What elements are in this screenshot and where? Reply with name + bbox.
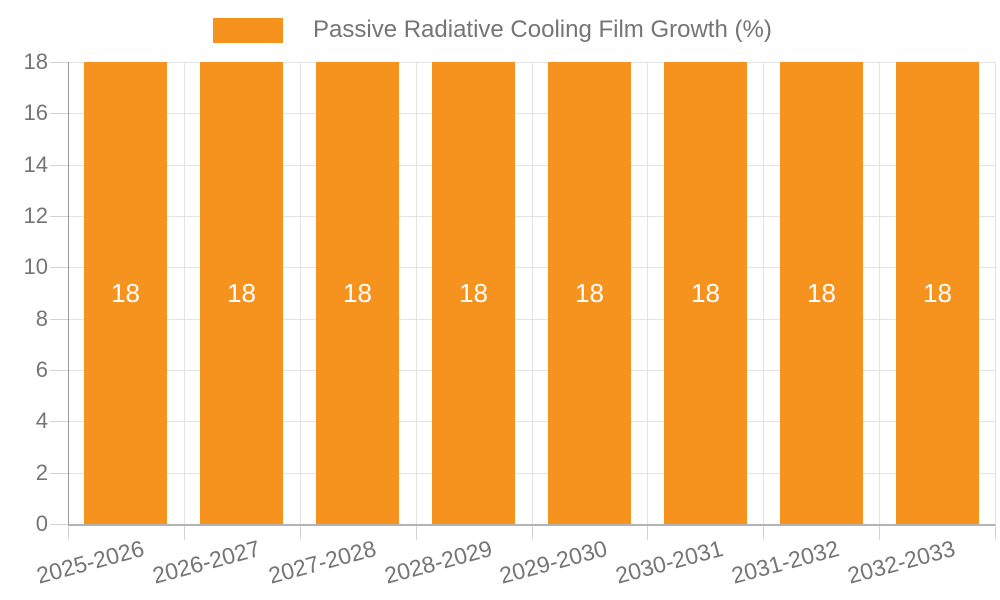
x-tick-mark [879, 524, 880, 540]
bar-value-label: 18 [575, 278, 604, 308]
bar-value-label: 18 [343, 278, 372, 308]
h-gridline [68, 216, 995, 217]
h-gridline [68, 319, 995, 320]
y-tick-label: 18 [23, 49, 48, 74]
bar[interactable]: 18 [200, 62, 283, 524]
y-tick-mark [50, 421, 68, 422]
y-tick-label: 12 [23, 203, 48, 228]
h-gridline [68, 113, 995, 114]
x-tick-label: 2026-2027 [149, 535, 263, 589]
bar[interactable]: 18 [664, 62, 747, 524]
y-tick-mark [50, 370, 68, 371]
v-gridline [879, 62, 880, 524]
x-tick-label: 2030-2031 [612, 535, 726, 589]
x-tick-label: 2027-2028 [265, 535, 379, 589]
bar-value-label: 18 [923, 278, 952, 308]
y-tick-mark [50, 113, 68, 114]
x-tick-label: 2031-2032 [728, 535, 842, 589]
legend-label: Passive Radiative Cooling Film Growth (%… [313, 16, 772, 43]
v-gridline [995, 62, 996, 524]
x-tick-label: 2028-2029 [381, 535, 495, 589]
h-gridline [68, 473, 995, 474]
v-gridline [184, 62, 185, 524]
y-axis-line [68, 62, 69, 524]
v-gridline [300, 62, 301, 524]
y-tick-mark [50, 267, 68, 268]
bar[interactable]: 18 [432, 62, 515, 524]
y-tick-mark [50, 216, 68, 217]
x-tick-mark [416, 524, 417, 540]
y-tick-mark [50, 165, 68, 166]
h-gridline [68, 421, 995, 422]
x-tick-mark [300, 524, 301, 540]
x-tick-mark [763, 524, 764, 540]
y-tick-label: 4 [35, 408, 48, 433]
x-tick-label: 2025-2026 [33, 535, 147, 589]
x-tick-label: 2029-2030 [496, 535, 610, 589]
x-tick-mark [995, 524, 996, 540]
bar[interactable]: 18 [548, 62, 631, 524]
y-tick-label: 0 [35, 511, 48, 536]
y-tick-mark [50, 62, 68, 63]
legend-swatch [213, 17, 283, 43]
y-tick-label: 6 [35, 357, 48, 382]
x-tick-mark [532, 524, 533, 540]
bar[interactable]: 18 [316, 62, 399, 524]
y-tick-label: 10 [23, 254, 48, 279]
v-gridline [532, 62, 533, 524]
bar-value-label: 18 [691, 278, 720, 308]
bar-value-label: 18 [807, 278, 836, 308]
h-gridline [68, 165, 995, 166]
bar-value-label: 18 [227, 278, 256, 308]
y-tick-label: 16 [23, 100, 48, 125]
y-tick-label: 8 [35, 306, 48, 331]
bar[interactable]: 18 [84, 62, 167, 524]
bar-value-label: 18 [111, 278, 140, 308]
x-tick-mark [647, 524, 648, 540]
y-tick-mark [50, 524, 68, 525]
x-tick-mark [68, 524, 69, 540]
x-tick-mark [184, 524, 185, 540]
h-gridline [68, 267, 995, 268]
legend-item[interactable]: Passive Radiative Cooling Film Growth (%… [213, 16, 772, 44]
h-gridline [68, 62, 995, 63]
y-tick-label: 14 [23, 152, 48, 177]
bar-value-label: 18 [459, 278, 488, 308]
v-gridline [763, 62, 764, 524]
v-gridline [416, 62, 417, 524]
v-gridline [647, 62, 648, 524]
h-gridline [68, 370, 995, 371]
x-tick-label: 2032-2033 [844, 535, 958, 589]
y-tick-mark [50, 473, 68, 474]
x-axis-line [68, 524, 995, 526]
bar[interactable]: 18 [780, 62, 863, 524]
y-tick-label: 2 [35, 460, 48, 485]
y-tick-mark [50, 319, 68, 320]
bar[interactable]: 18 [896, 62, 979, 524]
